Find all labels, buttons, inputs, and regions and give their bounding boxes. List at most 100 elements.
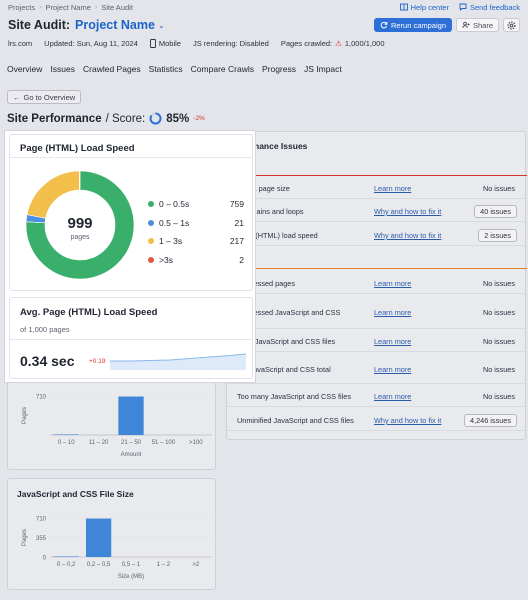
chevron-right-icon: › (94, 3, 98, 11)
issue-count-button[interactable]: 2 issues (478, 229, 517, 242)
pages-crawled: Pages crawled: ⚠ 1,000/1,000 (281, 39, 385, 48)
issue-help-link[interactable]: Learn more (374, 308, 412, 317)
issue-name: ompressed JavaScript and CSS (237, 308, 341, 317)
issue-help-link[interactable]: Why and how to fix it (374, 416, 442, 425)
warnings-divider (227, 268, 527, 269)
y-tick-label: 0 (43, 556, 47, 562)
issue-row[interactable]: HTML page size Learn more No issues (227, 177, 527, 199)
legend-item[interactable]: 0.5 – 1s 21 (148, 214, 244, 233)
chart-bar[interactable] (53, 434, 79, 435)
mobile-icon (149, 38, 156, 48)
avg-load-speed-sparkline (110, 353, 246, 370)
issue-row[interactable]: Too many JavaScript and CSS files Learn m… (227, 385, 527, 407)
issue-row[interactable]: ompressed pages Learn more No issues (227, 272, 527, 294)
device-info: Mobile (149, 38, 181, 48)
x-tick-label: 0,2 – 0,5 (87, 562, 111, 568)
legend-value[interactable]: 217 (229, 236, 244, 247)
avg-load-speed-title: Avg. Page (HTML) Load Speed (20, 307, 158, 318)
issue-help-link[interactable]: Why and how to fix it (374, 207, 442, 216)
send-feedback-link[interactable]: Send feedback (459, 3, 520, 12)
y-axis-label: Pages (22, 529, 28, 546)
score-value: 85% (166, 112, 190, 125)
pages-crawled-value: 1,000/1,000 (344, 38, 385, 48)
issue-name: page (HTML) load speed (237, 231, 318, 240)
issue-name: Unminified JavaScript and CSS files (237, 416, 354, 425)
tab-crawled-pages[interactable]: Crawled Pages (83, 64, 141, 74)
issue-help-link[interactable]: Why and how to fix it (374, 231, 442, 240)
legend-label: 0.5 – 1s (159, 217, 190, 228)
audit-meta: lrs.com Updated: Sun, Aug 11, 2024 Mobil… (8, 37, 520, 49)
legend-dot-icon (148, 219, 154, 226)
issue-name: Too many JavaScript and CSS files (237, 392, 351, 401)
issue-help-link[interactable]: Learn more (374, 279, 412, 288)
legend-label: 1 – 3s (159, 236, 183, 247)
gear-icon (507, 20, 516, 30)
go-to-overview-label: Go to Overview (23, 92, 76, 102)
warnings-section-label: ings (227, 255, 527, 267)
issue-row[interactable]: rge JavaScript and CSS total Learn more No… (227, 354, 527, 384)
tab-issues[interactable]: Issues (50, 64, 76, 74)
donut-total: 999 (67, 215, 92, 232)
share-button[interactable]: Share (455, 18, 499, 32)
errors-section-label: s (227, 162, 527, 174)
chart-bar[interactable] (53, 556, 79, 557)
issue-help-link[interactable]: Learn more (374, 337, 412, 346)
issue-status: No issues (482, 184, 515, 193)
issue-name: ompressed pages (237, 279, 296, 288)
amount-chart-card: 710 Pages 0 – 10 11 – 20 21 – 50 51 – 100 >100… (7, 375, 216, 470)
tab-progress[interactable]: Progress (261, 64, 296, 74)
issue-row[interactable]: ched JavaScript and CSS files Learn more N… (227, 330, 527, 352)
issue-help-link[interactable]: Learn more (374, 184, 412, 193)
issue-count-button[interactable]: 4,246 issues (464, 414, 517, 427)
donut-slice-2[interactable] (26, 170, 80, 219)
warning-icon: ⚠ (335, 38, 342, 48)
issue-row[interactable]: ect chains and loops Why and how to fix i… (227, 200, 527, 222)
go-to-overview-button[interactable]: ← Go to Overview (7, 90, 82, 104)
chart-bar[interactable] (85, 518, 112, 557)
help-center-link[interactable]: Help center (399, 3, 449, 12)
user-plus-icon (462, 21, 470, 29)
avg-load-speed-card: Avg. Page (HTML) Load Speed of 1,000 pag… (9, 297, 253, 379)
issue-status: No issues (482, 365, 515, 374)
issue-status: No issues (482, 337, 515, 346)
chart-bar[interactable] (118, 396, 144, 435)
y-axis-label: Pages (22, 407, 28, 424)
issue-help-link[interactable]: Learn more (374, 365, 412, 374)
avg-load-speed-divider (10, 339, 252, 340)
legend-item[interactable]: 0 – 0.5s 759 (148, 195, 244, 214)
project-selector[interactable]: Project Name (75, 18, 155, 32)
arrow-left-icon: ← (13, 92, 21, 102)
issue-count-button[interactable]: 40 issues (474, 205, 517, 218)
rerun-campaign-button[interactable]: Rerun campaign (373, 18, 452, 32)
legend-item[interactable]: >3s 2 (148, 251, 244, 270)
donut-slice-0[interactable] (25, 170, 135, 280)
breadcrumb-projects[interactable]: Projects (8, 2, 36, 12)
settings-button[interactable] (503, 18, 520, 32)
issue-help-link[interactable]: Learn more (374, 392, 412, 401)
updated-label: Updated: Sun, Aug 11, 2024 (44, 38, 138, 48)
legend-item[interactable]: 1 – 3s 217 (148, 232, 244, 251)
breadcrumb-project[interactable]: Project Name (45, 2, 91, 12)
donut-slice-3[interactable] (79, 170, 81, 191)
refresh-icon (380, 21, 388, 29)
issue-row[interactable]: ompressed JavaScript and CSS Learn more No… (227, 295, 527, 329)
tab-js-impact[interactable]: JS Impact (303, 64, 342, 74)
legend-value[interactable]: 21 (234, 217, 244, 228)
load-speed-donut: 999 pages (25, 170, 135, 280)
issue-row[interactable]: page (HTML) load speed Why and how to fix… (227, 224, 527, 246)
tab-compare-crawls[interactable]: Compare Crawls (190, 64, 254, 74)
chevron-down-icon[interactable]: ⌄ (157, 20, 165, 30)
site-performance-heading: Site Performance / Score: 85% -2% (7, 112, 205, 125)
x-tick-label: 0 – 0,2 (57, 562, 76, 568)
legend-dot-icon (148, 238, 154, 245)
issue-status: No issues (482, 392, 515, 401)
file-size-bar-chart: 710 355 0 Pages 0 – 0,2 0,2 – 0,5 0,5 – 1 1 – 2… (22, 517, 212, 580)
issue-row[interactable]: Unminified JavaScript and CSS files Why a… (227, 409, 527, 431)
legend-value[interactable]: 759 (229, 199, 244, 210)
legend-value[interactable]: 2 (239, 254, 244, 265)
rerun-label: Rerun campaign (390, 20, 446, 30)
tab-overview[interactable]: Overview (7, 64, 43, 74)
x-tick-label: >2 (192, 562, 200, 568)
tab-statistics[interactable]: Statistics (148, 64, 183, 74)
tab-bar: Overview Issues Crawled Pages Statistics… (7, 64, 342, 74)
